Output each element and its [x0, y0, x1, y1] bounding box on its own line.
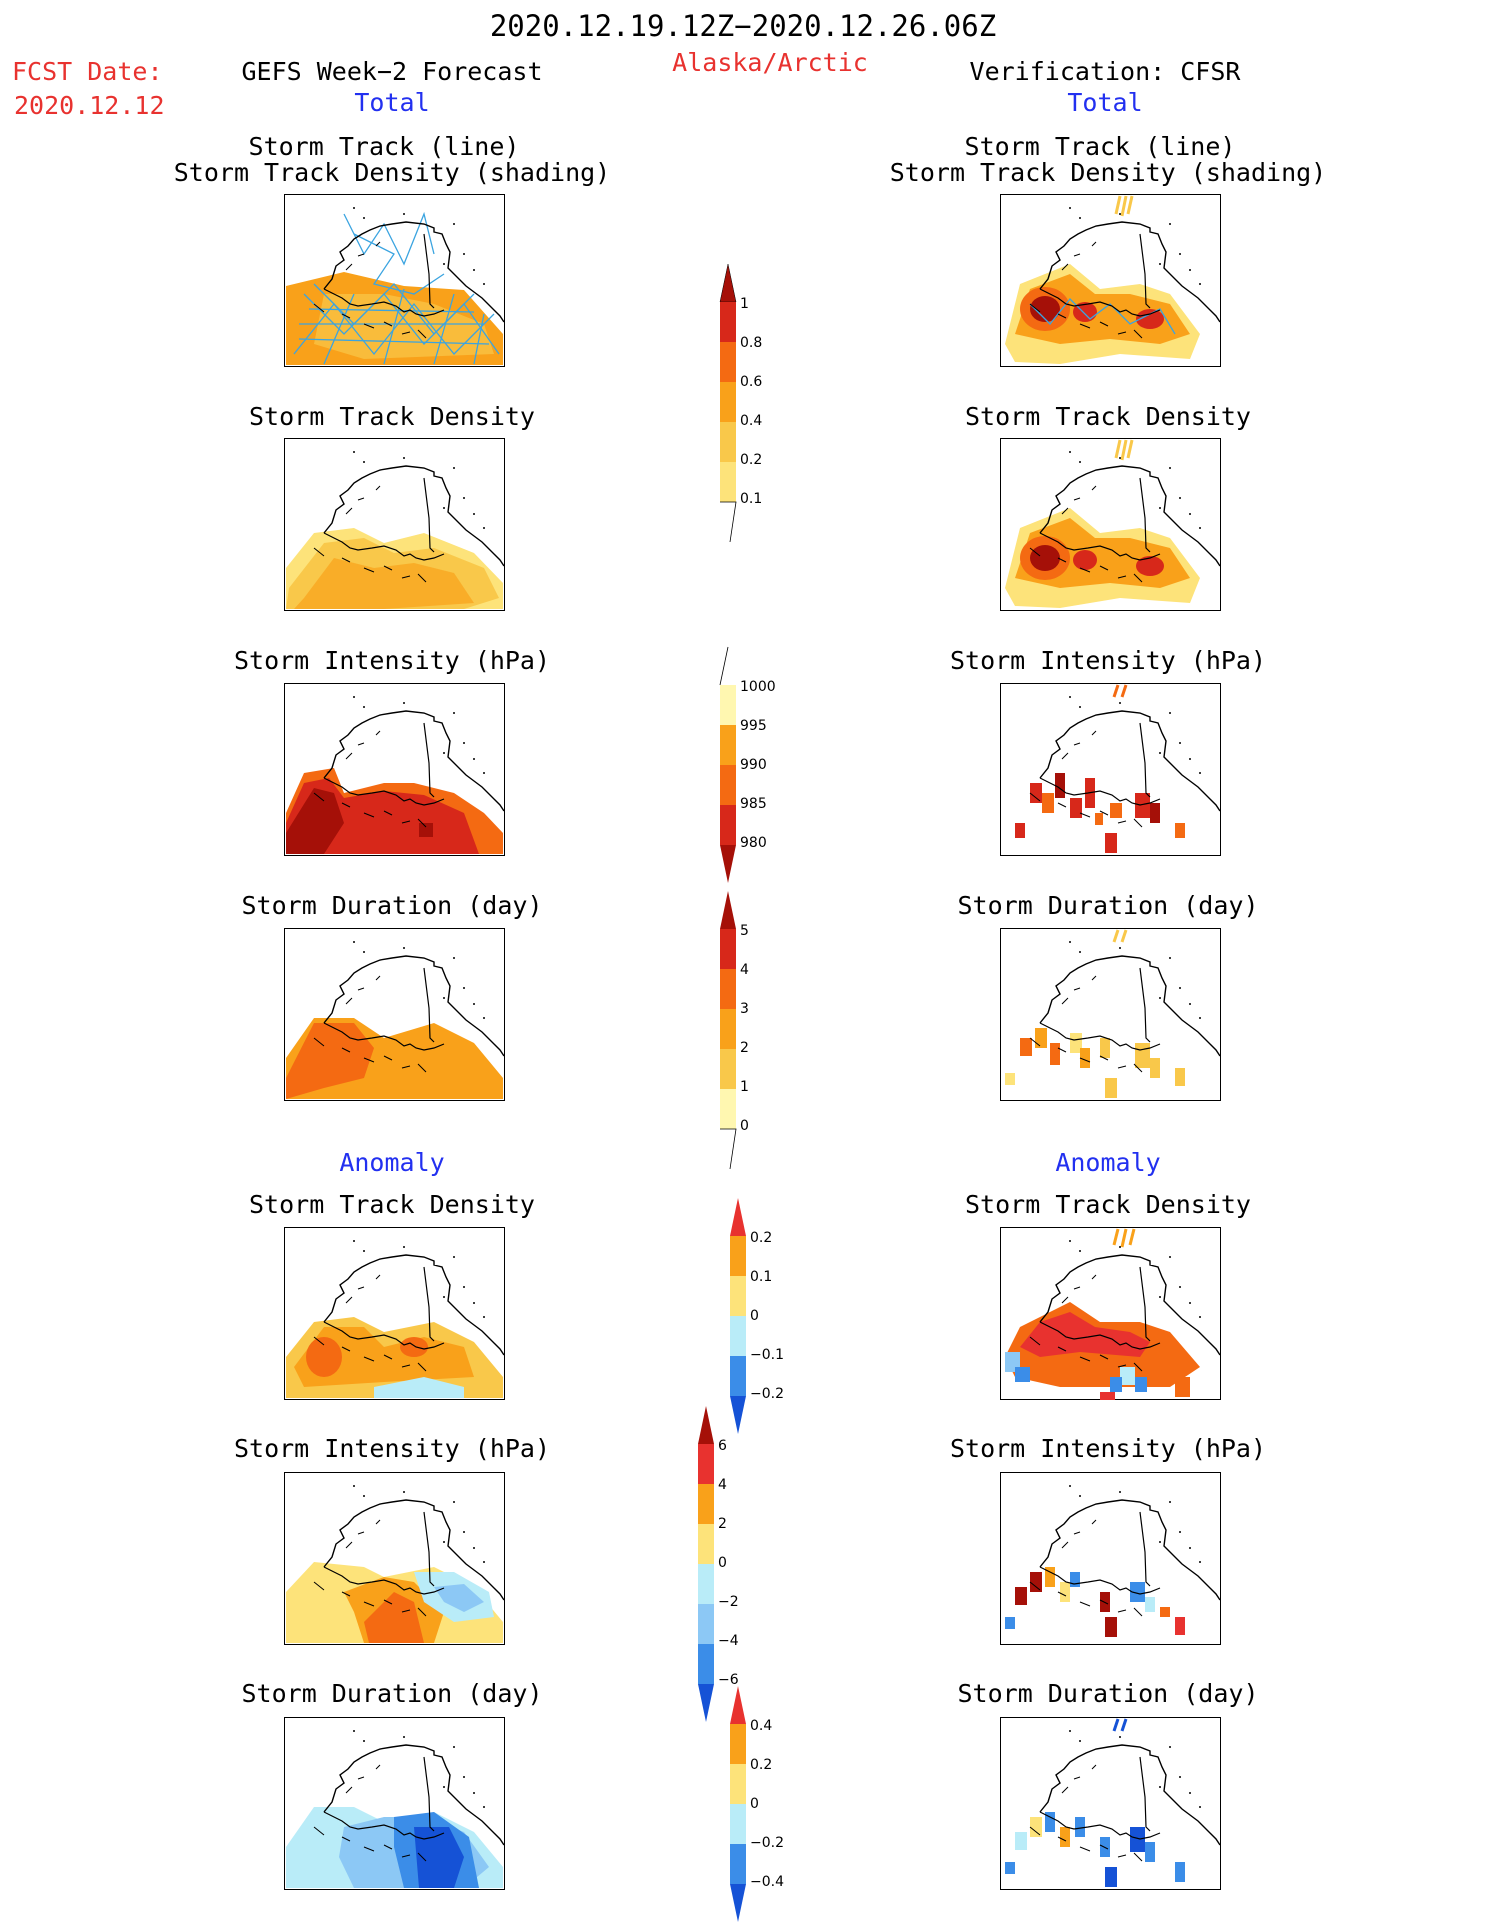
left-panel7-title: Storm Duration (day)	[241, 1679, 543, 1708]
left-intensity-map	[284, 683, 505, 856]
left-intensity-anomaly-map	[284, 1472, 505, 1645]
intensity-anom-tick-neg4: −4	[718, 1633, 739, 1649]
right-panel2-title: Storm Track Density	[965, 402, 1251, 431]
left-duration-anomaly-map	[284, 1717, 505, 1890]
duration-anom-tick-0.2: 0.2	[750, 1757, 772, 1773]
left-panel6-title: Storm Intensity (hPa)	[233, 1434, 551, 1463]
right-density-anomaly-map	[1000, 1227, 1221, 1400]
density-tick-0.4: 0.4	[740, 413, 762, 429]
left-panel4-title: Storm Duration (day)	[241, 891, 543, 920]
density-tick-0.8: 0.8	[740, 335, 762, 351]
intensity-colorbar: 1000 995 990 985 980	[719, 646, 776, 883]
left-panel5-title: Storm Track Density	[249, 1190, 535, 1219]
intensity-tick-985: 985	[740, 796, 767, 812]
density-tick-1: 1	[740, 296, 749, 312]
right-panel3-title: Storm Intensity (hPa)	[949, 646, 1267, 675]
left-duration-map	[284, 928, 505, 1101]
right-panel6-title: Storm Intensity (hPa)	[949, 1434, 1267, 1463]
left-density-anomaly-map	[284, 1227, 505, 1400]
left-density-map	[284, 438, 505, 611]
intensity-anom-tick-neg6: −6	[718, 1672, 739, 1688]
density-tick-0.6: 0.6	[740, 374, 762, 390]
right-panel5-title: Storm Track Density	[965, 1190, 1251, 1219]
fcst-date-label: FCST Date:	[12, 57, 163, 86]
duration-anom-tick-0: 0	[750, 1796, 759, 1812]
intensity-anom-tick-6: 6	[718, 1438, 727, 1454]
right-density-map	[1000, 438, 1221, 611]
right-anomaly-label: Anomaly	[1055, 1148, 1161, 1177]
left-track-map	[284, 194, 505, 367]
density-anom-tick-0.2: 0.2	[750, 1230, 772, 1246]
density-anom-tick-0: 0	[750, 1308, 759, 1324]
right-duration-map	[1000, 928, 1221, 1101]
period-title: 2020.12.19.12Z−2020.12.26.06Z	[489, 9, 997, 43]
left-panel1-title-line: Storm Track (line)	[248, 132, 520, 161]
duration-tick-5: 5	[740, 923, 749, 939]
right-panel1-title-shading: Storm Track Density (shading)	[889, 158, 1327, 187]
duration-tick-3: 3	[740, 1001, 749, 1017]
right-intensity-anomaly-map	[1000, 1472, 1221, 1645]
density-anomaly-colorbar: 0.2 0.1 0 −0.1 −0.2	[730, 1198, 784, 1434]
intensity-tick-990: 990	[740, 757, 767, 773]
intensity-anom-tick-2: 2	[718, 1516, 727, 1532]
right-panel1-title-line: Storm Track (line)	[964, 132, 1236, 161]
density-tick-0.1: 0.1	[740, 491, 762, 507]
right-track-map	[1000, 194, 1221, 367]
left-column-title: GEFS Week−2 Forecast	[241, 57, 543, 86]
right-panel7-title: Storm Duration (day)	[957, 1679, 1259, 1708]
left-panel2-title: Storm Track Density	[249, 402, 535, 431]
left-total-label: Total	[354, 88, 430, 117]
duration-colorbar: 5 4 3 2 1 0	[720, 891, 749, 1170]
right-panel4-title: Storm Duration (day)	[957, 891, 1259, 920]
duration-tick-4: 4	[740, 962, 749, 978]
duration-anom-tick-neg0.4: −0.4	[750, 1874, 784, 1890]
density-anom-tick-neg0.2: −0.2	[750, 1386, 784, 1402]
duration-tick-1: 1	[740, 1079, 749, 1095]
intensity-anomaly-colorbar: 6 4 2 0 −2 −4 −6	[698, 1406, 739, 1722]
right-column-title: Verification: CFSR	[969, 57, 1241, 86]
density-colorbar: 1 0.8 0.6 0.4 0.2 0.1	[719, 263, 762, 543]
duration-anom-tick-neg0.2: −0.2	[750, 1835, 784, 1851]
right-intensity-map	[1000, 683, 1221, 856]
left-panel1-title-shading: Storm Track Density (shading)	[173, 158, 611, 187]
right-duration-anomaly-map	[1000, 1717, 1221, 1890]
intensity-tick-980: 980	[740, 835, 767, 851]
density-tick-0.2: 0.2	[740, 452, 762, 468]
duration-anomaly-colorbar: 0.4 0.2 0 −0.2 −0.4	[730, 1686, 784, 1922]
intensity-anom-tick-0: 0	[718, 1555, 727, 1571]
duration-tick-2: 2	[740, 1040, 749, 1056]
left-panel3-title: Storm Intensity (hPa)	[233, 646, 551, 675]
fcst-date-value: 2020.12.12	[14, 91, 165, 120]
intensity-tick-995: 995	[740, 718, 767, 734]
intensity-anom-tick-neg2: −2	[718, 1594, 739, 1610]
region-title: Alaska/Arctic	[672, 48, 868, 77]
duration-tick-0: 0	[740, 1118, 749, 1134]
density-anom-tick-0.1: 0.1	[750, 1269, 772, 1285]
density-anom-tick-neg0.1: −0.1	[750, 1347, 784, 1363]
left-anomaly-label: Anomaly	[339, 1148, 445, 1177]
intensity-anom-tick-4: 4	[718, 1477, 727, 1493]
right-total-label: Total	[1067, 88, 1143, 117]
intensity-tick-1000: 1000	[740, 679, 776, 695]
duration-anom-tick-0.4: 0.4	[750, 1718, 772, 1734]
